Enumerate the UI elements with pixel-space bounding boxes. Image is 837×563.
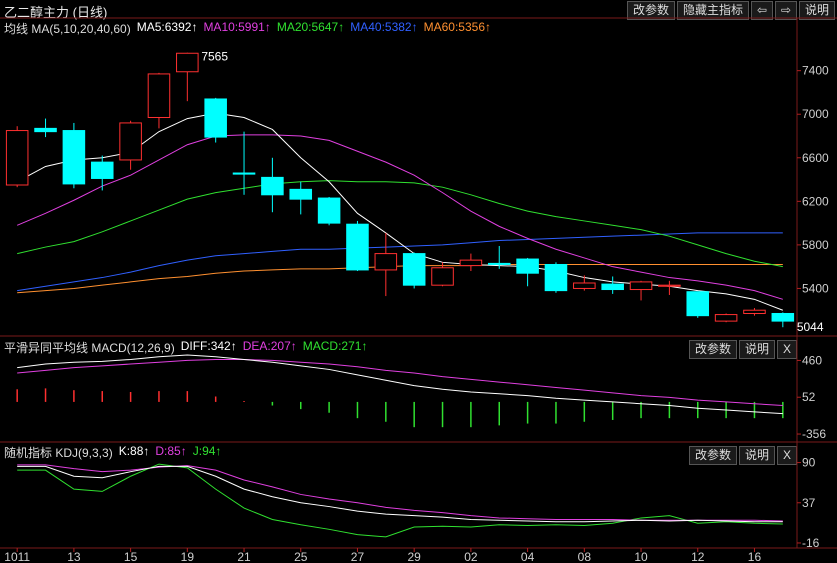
x-tick-label: 10 bbox=[634, 550, 648, 563]
macd-toolbar: 改参数 说明 X bbox=[688, 340, 797, 359]
y-tick-label: 7000 bbox=[802, 107, 829, 121]
x-tick-label: 16 bbox=[748, 550, 762, 563]
x-tick-label: 08 bbox=[578, 550, 592, 563]
series-line-ma60 bbox=[17, 263, 783, 294]
legend-d: D:85↑ bbox=[155, 444, 187, 458]
legend-macd: MACD:271↑ bbox=[302, 339, 368, 353]
x-tick-label: 04 bbox=[521, 550, 535, 563]
main-toolbar: 改参数 隐藏主指标 ⇦ ⇨ 说明 bbox=[626, 1, 835, 20]
candle-body bbox=[402, 253, 426, 286]
candle-body bbox=[317, 197, 341, 224]
legend-ma10: MA10:5991↑ bbox=[203, 20, 271, 34]
kdj-close-button[interactable]: X bbox=[776, 446, 797, 465]
series-line-ma10 bbox=[16, 134, 783, 300]
series-line-dea bbox=[17, 359, 783, 407]
candle-body bbox=[686, 291, 710, 317]
y-tick-label: 460 bbox=[802, 353, 822, 367]
candle-body bbox=[544, 263, 568, 292]
legend-j: J:94↑ bbox=[192, 444, 222, 458]
candle-body bbox=[601, 283, 624, 291]
candle-body bbox=[743, 309, 766, 314]
right-arrow-icon[interactable]: ⇨ bbox=[774, 1, 797, 20]
series-line-ma20 bbox=[17, 180, 783, 268]
y-tick-label: -356 bbox=[802, 427, 826, 441]
series-line-j bbox=[17, 463, 783, 538]
candle-body bbox=[374, 253, 398, 271]
kdj-params-button[interactable]: 改参数 bbox=[688, 446, 737, 465]
legend-ma40: MA40:5382↑ bbox=[350, 20, 418, 34]
kdj-legend-label: 随机指标 KDJ(9,3,3) bbox=[4, 446, 113, 460]
candle-body bbox=[119, 122, 142, 161]
candle-body bbox=[573, 282, 596, 289]
x-tick-label: 25 bbox=[294, 550, 308, 563]
y-tick-label: 37 bbox=[802, 496, 816, 510]
macd-legend: 平滑异同平均线 MACD(12,26,9) DIFF:342↑ DEA:207↑… bbox=[4, 339, 367, 356]
x-tick-label: 27 bbox=[351, 550, 365, 563]
hide-main-indicator-button[interactable]: 隐藏主指标 bbox=[676, 1, 749, 20]
series-line-k bbox=[17, 465, 783, 523]
main-legend: 均线 MA(5,10,20,40,60) MA5:6392↑ MA10:5991… bbox=[4, 20, 491, 37]
candle-body bbox=[346, 223, 369, 271]
candle-body bbox=[658, 284, 681, 287]
x-tick-label: 21 bbox=[237, 550, 251, 563]
help-button[interactable]: 说明 bbox=[798, 1, 835, 20]
legend-k: K:88↑ bbox=[118, 444, 150, 458]
macd-params-button[interactable]: 改参数 bbox=[688, 340, 737, 359]
candle-body bbox=[629, 281, 653, 291]
kdj-toolbar: 改参数 说明 X bbox=[688, 446, 797, 465]
candle-body bbox=[771, 312, 795, 322]
legend-diff: DIFF:342↑ bbox=[180, 339, 237, 353]
x-tick-label: 12 bbox=[691, 550, 705, 563]
x-tick-label: 15 bbox=[124, 550, 138, 563]
series-line-d bbox=[17, 464, 783, 522]
x-tick-label: 13 bbox=[67, 550, 81, 563]
macd-help-button[interactable]: 说明 bbox=[738, 340, 775, 359]
macd-legend-label: 平滑异同平均线 MACD(12,26,9) bbox=[4, 341, 175, 355]
candle-body bbox=[204, 98, 227, 138]
candle-body bbox=[459, 259, 483, 267]
candle-body bbox=[34, 127, 57, 133]
y-tick-label: 90 bbox=[802, 456, 816, 470]
price-annotation: 7565 bbox=[201, 50, 228, 64]
series-line-diff bbox=[17, 354, 783, 415]
x-tick-label: 02 bbox=[464, 550, 478, 563]
candle-body bbox=[431, 267, 454, 286]
kdj-help-button[interactable]: 说明 bbox=[738, 446, 775, 465]
main-legend-label: 均线 MA(5,10,20,40,60) bbox=[4, 22, 131, 36]
legend-ma60: MA60:5356↑ bbox=[423, 20, 491, 34]
x-tick-label: 1011 bbox=[4, 550, 30, 563]
series-line-ma40 bbox=[17, 232, 783, 292]
y-tick-label: -16 bbox=[802, 536, 820, 550]
x-tick-label: 19 bbox=[181, 550, 195, 563]
left-arrow-icon[interactable]: ⇦ bbox=[750, 1, 773, 20]
candle-body bbox=[62, 130, 86, 185]
series-line-ma5 bbox=[16, 112, 784, 311]
candle-body bbox=[289, 188, 313, 200]
kdj-legend: 随机指标 KDJ(9,3,3) K:88↑ D:85↑ J:94↑ bbox=[4, 444, 221, 461]
candle-body bbox=[232, 172, 256, 175]
legend-ma20: MA20:5647↑ bbox=[276, 20, 345, 34]
candle-body bbox=[487, 262, 511, 265]
y-tick-label: 6600 bbox=[802, 151, 829, 165]
legend-ma5: MA5:6392↑ bbox=[136, 20, 198, 34]
legend-dea: DEA:207↑ bbox=[242, 339, 297, 353]
y-tick-label: 52 bbox=[802, 390, 816, 404]
y-tick-label: 6200 bbox=[802, 194, 829, 208]
candle-body bbox=[714, 314, 738, 322]
x-tick-label: 29 bbox=[407, 550, 421, 563]
price-annotation: 5044 bbox=[797, 320, 824, 334]
params-button[interactable]: 改参数 bbox=[626, 1, 675, 20]
candle-body bbox=[147, 73, 171, 118]
candle-body bbox=[261, 176, 284, 196]
y-tick-label: 5800 bbox=[802, 238, 829, 252]
candle-body bbox=[90, 161, 114, 179]
candle-body bbox=[176, 52, 199, 73]
macd-close-button[interactable]: X bbox=[776, 340, 797, 359]
y-tick-label: 7400 bbox=[802, 64, 829, 78]
candle-body bbox=[5, 130, 29, 186]
y-tick-label: 5400 bbox=[802, 281, 829, 295]
page-title: 乙二醇主力 (日线) bbox=[4, 5, 108, 20]
candle-body bbox=[516, 258, 539, 274]
